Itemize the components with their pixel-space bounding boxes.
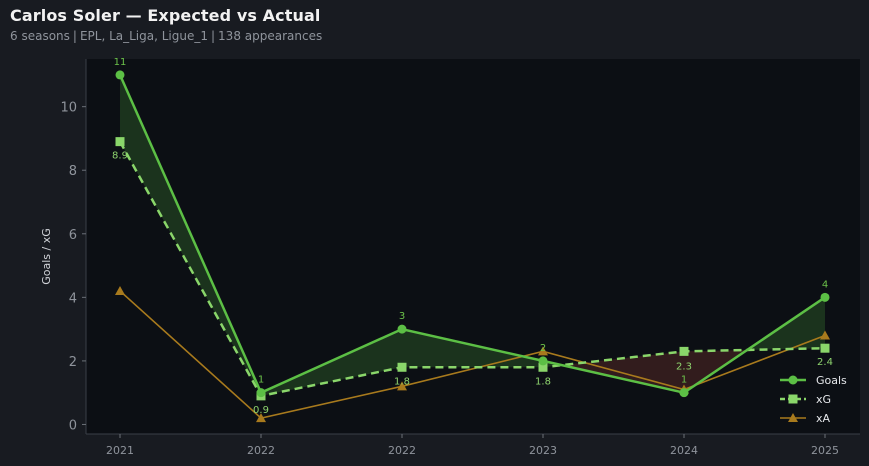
- x-tick-label: 2021: [106, 444, 134, 457]
- goals-data-label: 3: [399, 311, 405, 322]
- xg-point: [115, 137, 125, 147]
- legend-label-goals: Goals: [816, 374, 847, 387]
- xg-data-label: 1.8: [535, 376, 551, 387]
- legend-label-xg: xG: [816, 393, 831, 406]
- chart-subtitle: 6 seasons | EPL, La_Liga, Ligue_1 | 138 appe…: [10, 29, 322, 43]
- xg-point: [679, 346, 689, 356]
- y-tick-label: 2: [69, 355, 77, 370]
- subtitle-seasons: 6 seasons: [10, 29, 70, 43]
- x-tick-label: 2024: [670, 444, 698, 457]
- y-tick-label: 4: [69, 291, 77, 306]
- goals-point: [256, 388, 266, 398]
- xg-data-label: 2.4: [817, 357, 833, 368]
- xg-point: [538, 362, 548, 372]
- xa-point: [538, 346, 548, 356]
- xg-point: [820, 343, 830, 353]
- y-tick-label: 10: [60, 101, 77, 116]
- legend-marker-xa: [788, 413, 798, 422]
- xg-data-label: 8.9: [112, 151, 128, 162]
- subtitle-separator: |: [72, 29, 77, 43]
- legend-label-xa: xA: [816, 412, 831, 425]
- y-tick-label: 6: [69, 228, 77, 243]
- goals-point: [397, 324, 407, 334]
- chart-title: Carlos Soler — Expected vs Actual: [10, 6, 321, 25]
- y-tick-label: 0: [69, 418, 77, 433]
- goals-data-label: 4: [822, 279, 828, 290]
- xa-point: [256, 413, 266, 423]
- goals-data-label: 11: [114, 57, 127, 68]
- goals-point: [538, 356, 548, 366]
- goals-data-label: 1: [258, 375, 264, 386]
- y-axis-label: Goals / xG: [40, 228, 53, 285]
- xg-data-label: 2.3: [676, 361, 692, 372]
- subtitle-appearances: 138 appearances: [218, 29, 323, 43]
- y-tick-label: 8: [69, 164, 77, 179]
- xa-point: [115, 285, 125, 295]
- goals-point: [820, 292, 830, 302]
- plot-area: [86, 59, 860, 434]
- goals-point: [115, 70, 125, 80]
- overperformance-area: [402, 329, 543, 368]
- xa-point: [397, 381, 407, 391]
- xa-line: [119, 290, 826, 419]
- legend-marker-goals: [788, 375, 798, 385]
- goals-data-label: 1: [681, 375, 687, 386]
- chart-header: Carlos Soler — Expected vs Actual 6 seas…: [10, 6, 322, 43]
- x-tick-label: 2022: [247, 444, 275, 457]
- xg-data-label: 1.8: [394, 376, 410, 387]
- x-tick-label: 2025: [811, 444, 839, 457]
- goals-line: [118, 74, 826, 395]
- subtitle-leagues: EPL, La_Liga, Ligue_1: [79, 29, 208, 43]
- legend-marker-xg: [788, 394, 798, 404]
- x-tick-label: 2023: [529, 444, 557, 457]
- xg-data-label: 0.9: [253, 405, 269, 416]
- xa-point: [820, 330, 830, 340]
- legend: Goals xG xA: [780, 374, 847, 425]
- x-tick-label: 2022: [388, 444, 416, 457]
- goals-data-label: 2: [540, 343, 546, 354]
- xg-point: [397, 362, 407, 372]
- subtitle-separator: |: [211, 29, 216, 43]
- goals-point: [679, 388, 689, 398]
